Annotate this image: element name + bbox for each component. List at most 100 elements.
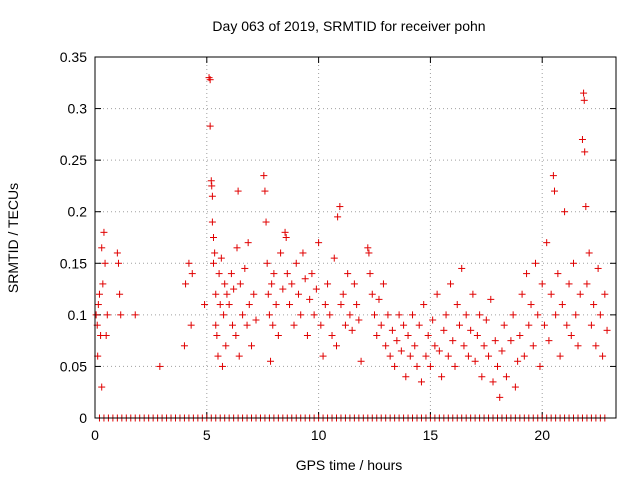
data-point: [329, 332, 336, 339]
data-point: [304, 332, 311, 339]
data-point: [337, 301, 344, 308]
data-point: [246, 301, 253, 308]
data-point: [413, 363, 420, 370]
data-point: [313, 286, 320, 293]
data-point: [358, 358, 365, 365]
data-point: [334, 213, 341, 220]
data-point: [344, 270, 351, 277]
data-point: [212, 322, 219, 329]
data-point: [282, 229, 289, 236]
data-point: [465, 353, 472, 360]
data-point: [365, 249, 372, 256]
data-point: [156, 363, 163, 370]
data-point: [264, 260, 271, 267]
x-tick-label: 5: [203, 427, 211, 443]
data-point: [393, 337, 400, 344]
data-point: [371, 311, 378, 318]
data-point: [384, 311, 391, 318]
data-point: [333, 342, 340, 349]
data-point: [579, 136, 586, 143]
data-point: [498, 347, 505, 354]
data-point: [99, 280, 106, 287]
y-tick-label: 0.15: [60, 255, 87, 271]
data-point: [460, 342, 467, 349]
data-point: [478, 373, 485, 380]
data-point: [185, 260, 192, 267]
data-point: [516, 332, 523, 339]
data-point: [592, 342, 599, 349]
data-point: [552, 311, 559, 318]
y-tick-label: 0: [79, 410, 87, 426]
data-point: [219, 363, 226, 370]
data-point: [510, 311, 517, 318]
data-point: [407, 353, 414, 360]
data-point: [550, 172, 557, 179]
data-point: [222, 342, 229, 349]
data-point: [353, 301, 360, 308]
data-point: [427, 363, 434, 370]
data-point: [245, 239, 252, 246]
y-tick-label: 0.05: [60, 358, 87, 374]
data-point: [286, 301, 293, 308]
data-point: [523, 270, 530, 277]
data-point: [570, 260, 577, 267]
data-point: [248, 342, 255, 349]
data-point: [273, 301, 280, 308]
data-point: [534, 311, 541, 318]
data-point: [188, 322, 195, 329]
data-point: [431, 342, 438, 349]
data-point: [210, 234, 217, 241]
data-point: [244, 322, 251, 329]
data-point: [438, 373, 445, 380]
data-point: [267, 358, 274, 365]
data-point: [98, 244, 105, 251]
data-point: [456, 322, 463, 329]
plot-frame: [95, 57, 616, 418]
data-point: [581, 97, 588, 104]
data-point: [378, 322, 385, 329]
data-point: [474, 332, 481, 339]
data-point: [539, 280, 546, 287]
data-point: [583, 280, 590, 287]
data-point: [364, 244, 371, 251]
data-point: [100, 229, 107, 236]
data-point: [117, 311, 124, 318]
data-point: [382, 342, 389, 349]
data-point: [132, 311, 139, 318]
data-point: [299, 249, 306, 256]
data-point: [487, 296, 494, 303]
data-point: [481, 342, 488, 349]
data-point: [545, 337, 552, 344]
data-point: [599, 353, 606, 360]
data-point: [541, 322, 548, 329]
data-point: [440, 327, 447, 334]
data-point: [447, 280, 454, 287]
data-point: [559, 301, 566, 308]
data-point: [317, 322, 324, 329]
data-point: [221, 280, 228, 287]
data-point: [209, 193, 216, 200]
data-point: [211, 249, 218, 256]
data-point: [543, 239, 550, 246]
data-point: [525, 322, 532, 329]
y-axis-ticks: 0 0.05 0.1 0.15 0.2 0.25 0.3 0.35: [60, 49, 616, 426]
x-axis-label: GPS time / hours: [296, 457, 403, 473]
data-point: [391, 363, 398, 370]
data-point: [595, 265, 602, 272]
data-point: [315, 239, 322, 246]
data-point: [268, 280, 275, 287]
data-point: [580, 90, 587, 97]
data-point: [218, 255, 225, 262]
data-point: [295, 291, 302, 298]
data-point: [252, 317, 259, 324]
data-point: [181, 342, 188, 349]
data-point: [98, 384, 105, 391]
data-point: [483, 317, 490, 324]
data-point: [302, 275, 309, 282]
data-point: [182, 280, 189, 287]
data-point: [422, 353, 429, 360]
data-point: [434, 291, 441, 298]
data-point: [288, 280, 295, 287]
data-point: [209, 219, 216, 226]
data-point: [232, 332, 239, 339]
